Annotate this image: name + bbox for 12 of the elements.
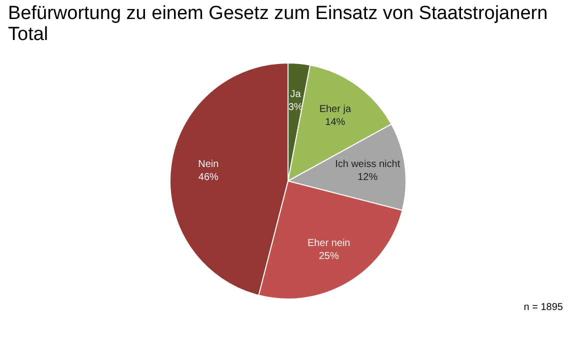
data-label: 14% bbox=[325, 117, 346, 128]
slice-label: Nein bbox=[198, 158, 219, 170]
chart-title: Befürwortung zu einem Gesetz zum Einsatz von Staatstrojanern bbox=[8, 3, 548, 24]
chart-subtitle: Total bbox=[8, 24, 48, 45]
data-label: 25% bbox=[318, 251, 339, 262]
data-label: 46% bbox=[198, 172, 219, 183]
slice-label: Ich weiss nicht bbox=[335, 158, 400, 170]
data-label: 12% bbox=[358, 172, 378, 183]
text: n = 1895 bbox=[524, 302, 564, 313]
slice-label: Eher nein bbox=[307, 238, 350, 250]
slice-label: Eher ja bbox=[319, 104, 352, 116]
slice-label: Ja bbox=[290, 89, 302, 100]
